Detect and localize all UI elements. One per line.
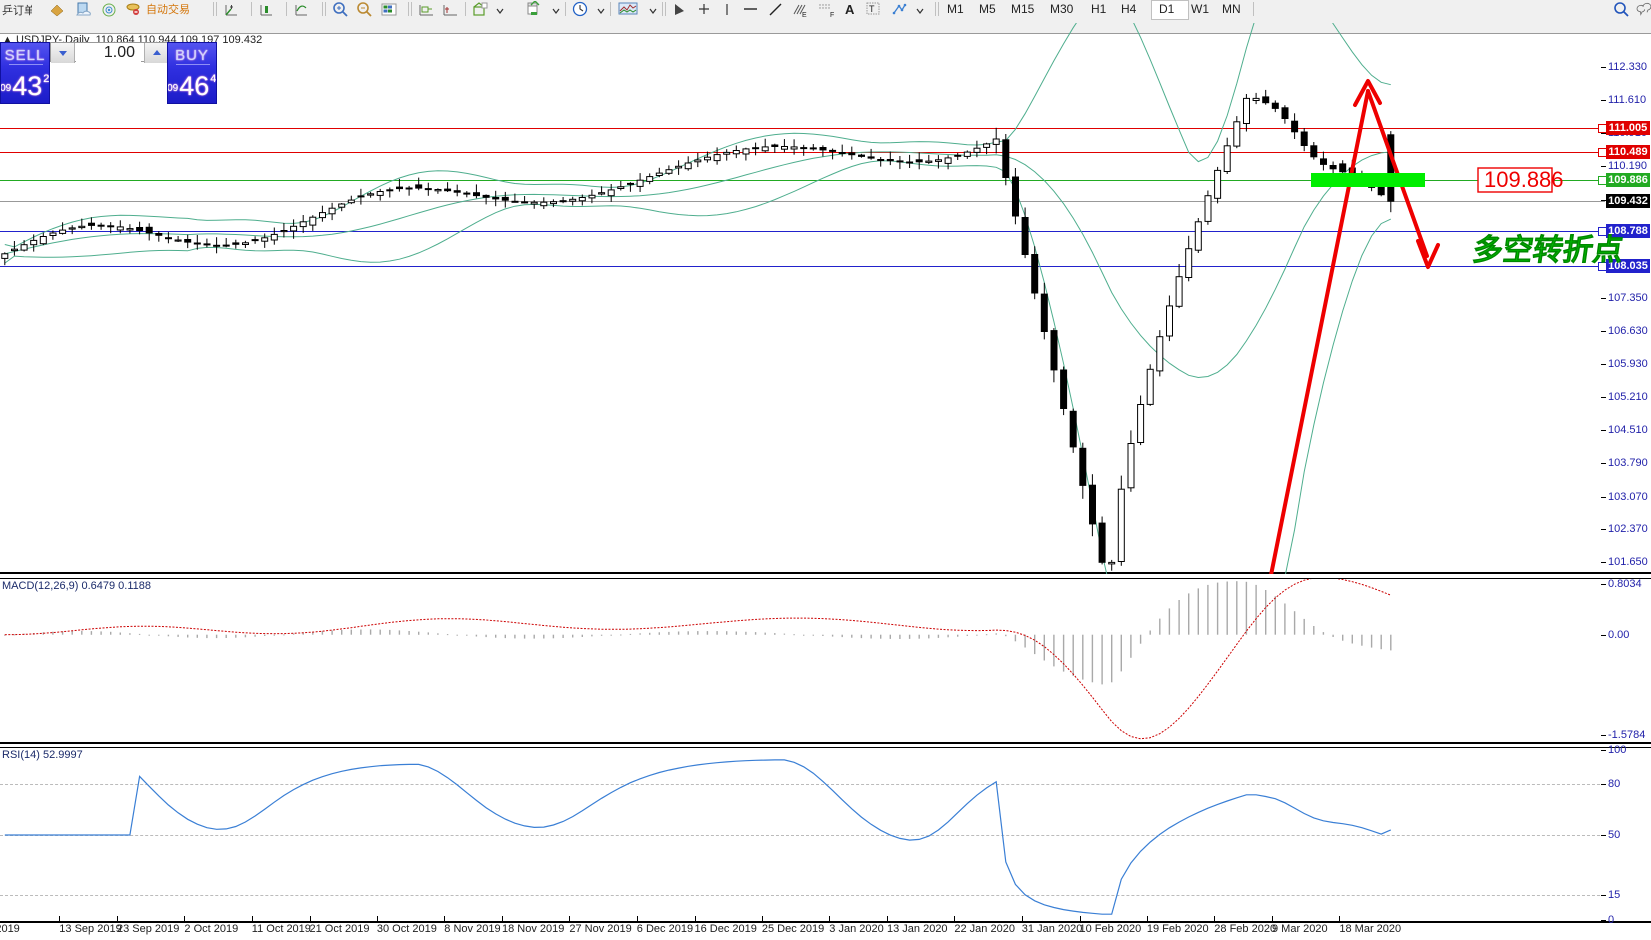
svg-text:E: E (802, 12, 807, 18)
svg-text:F: F (830, 12, 834, 18)
svg-text:乒订单: 乒订单 (2, 4, 32, 17)
svg-text:T: T (869, 4, 875, 14)
